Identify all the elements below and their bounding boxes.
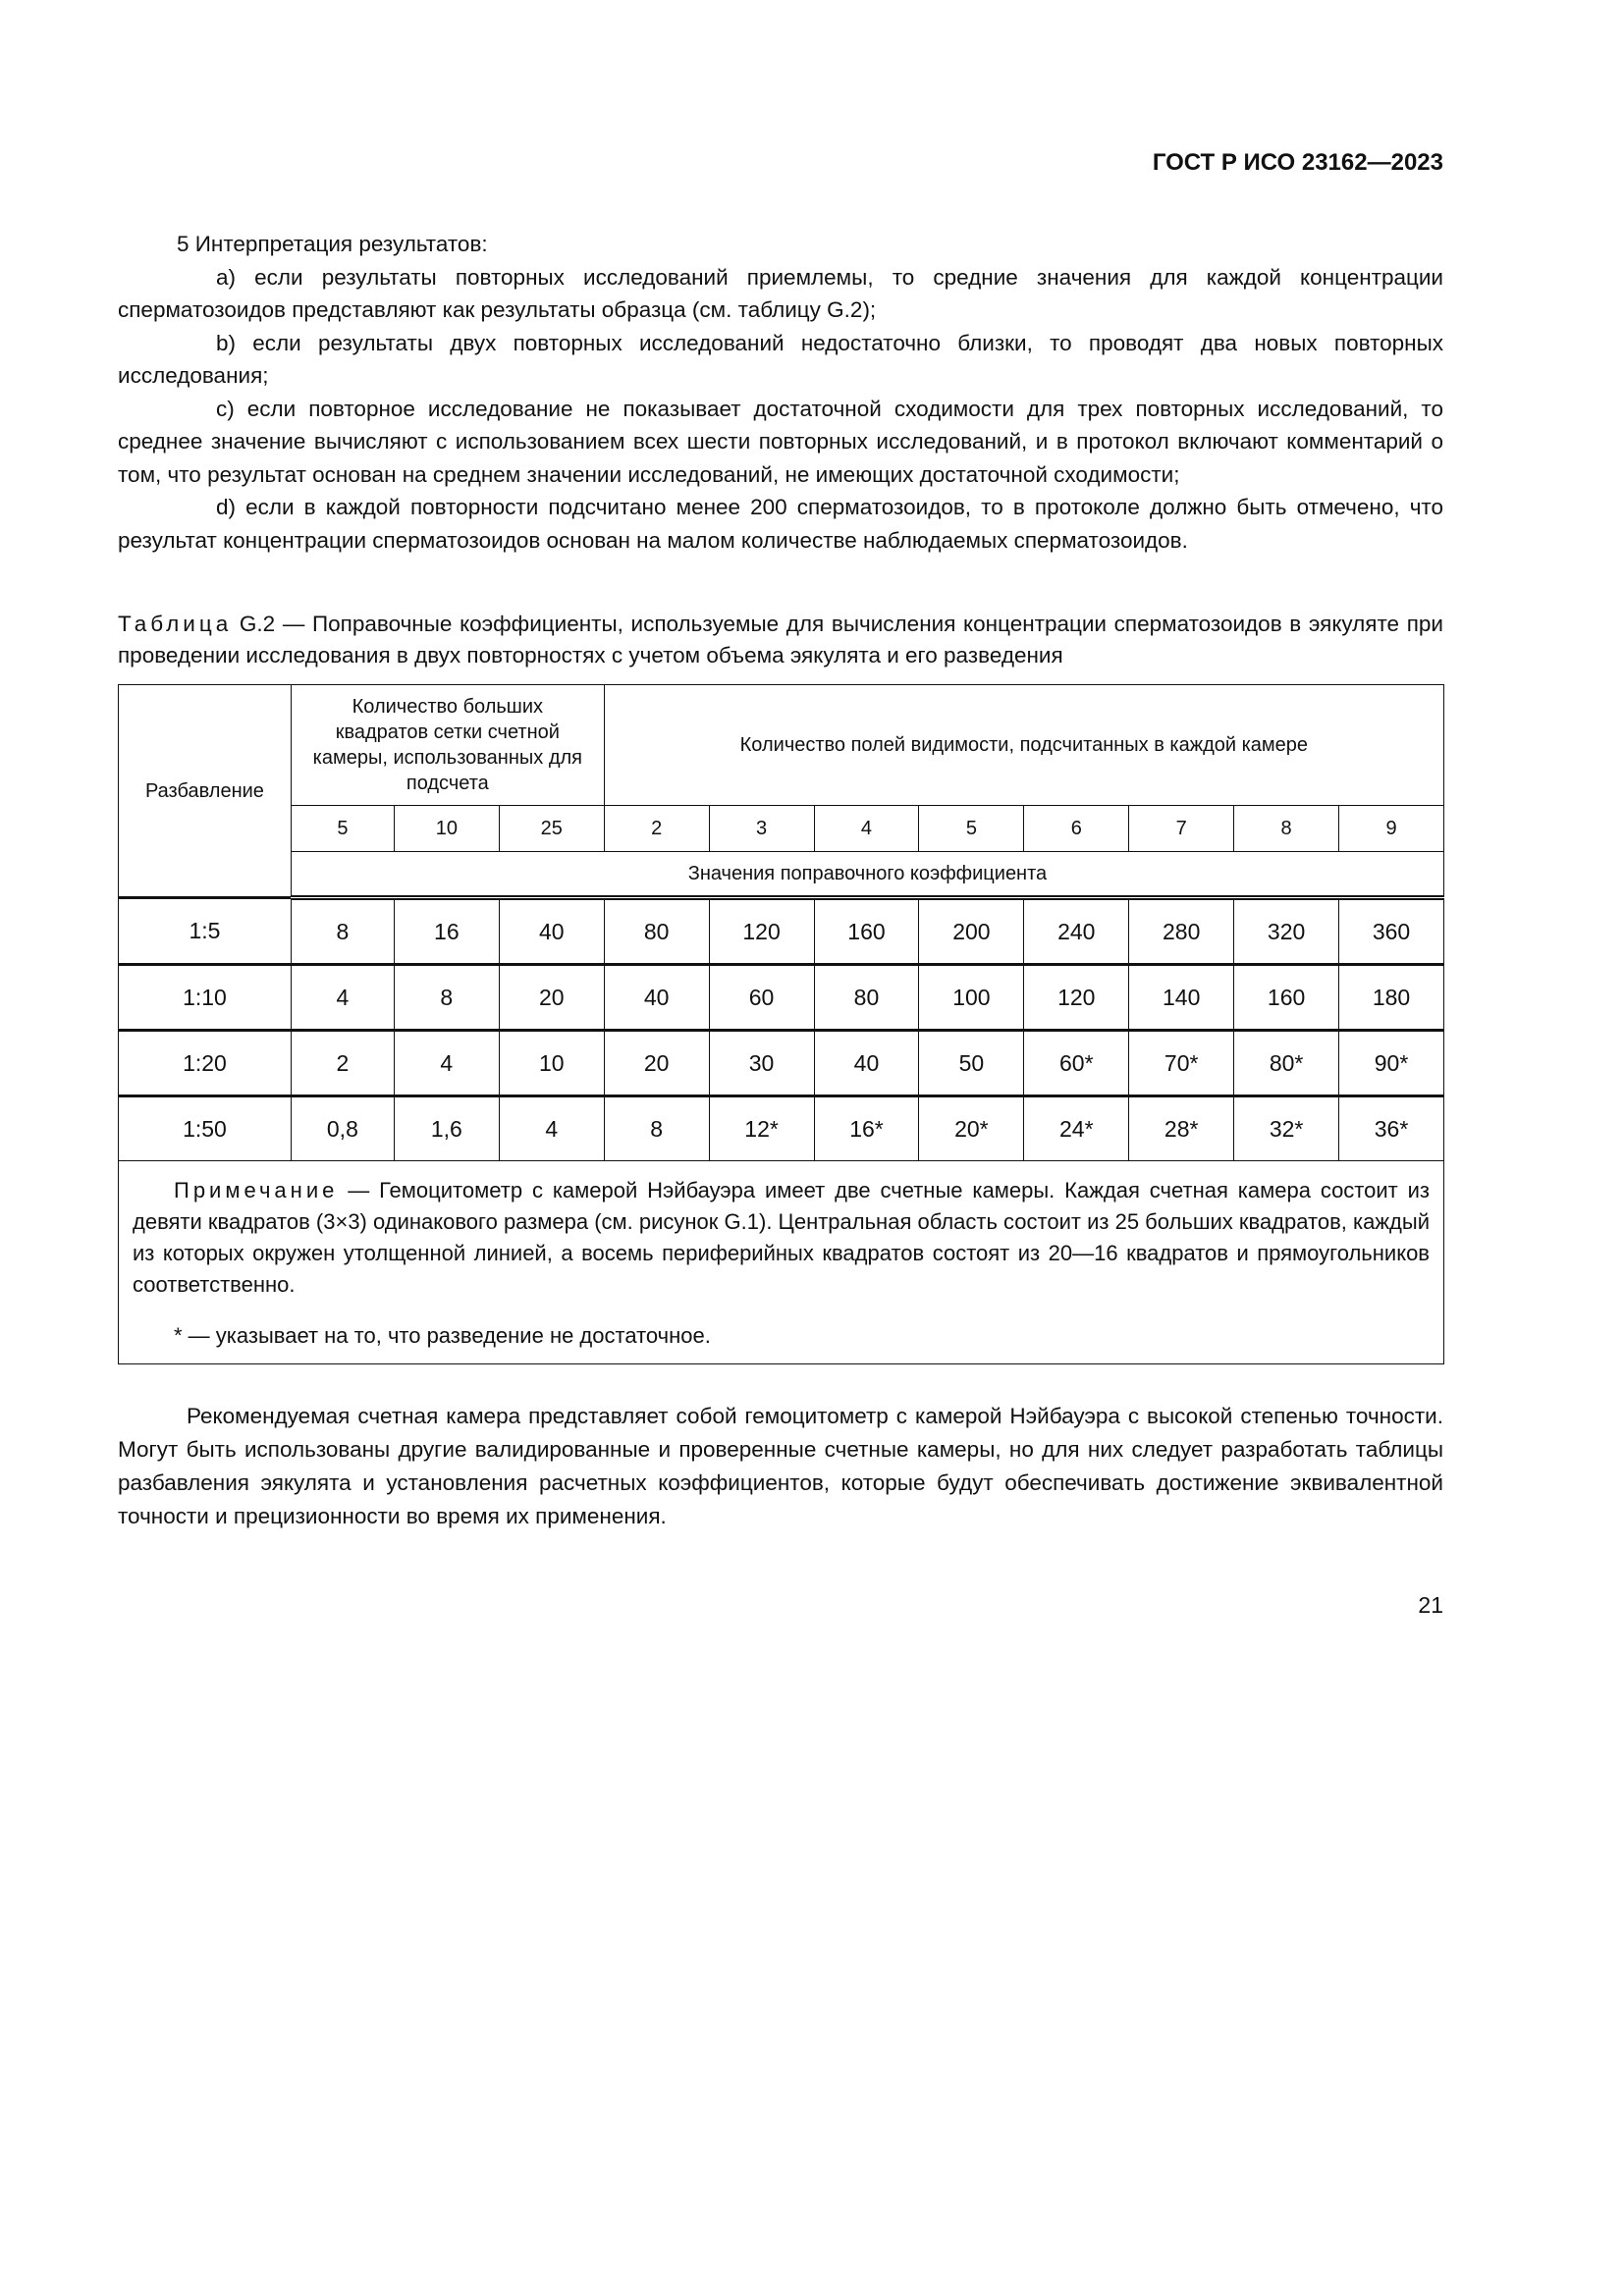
value-cell: 60* <box>1023 1029 1130 1096</box>
subheader-cell: 6 <box>1023 805 1130 852</box>
value-cell: 8 <box>290 896 395 965</box>
value-cell: 20* <box>918 1095 1025 1161</box>
value-cell: 40 <box>603 963 710 1031</box>
value-cell: 140 <box>1128 963 1235 1031</box>
value-cell: 20 <box>498 963 605 1031</box>
subheader-cell: 8 <box>1233 805 1340 852</box>
value-cell: 24* <box>1023 1095 1130 1161</box>
header-fields: Количество полей видимости, подсчитанных… <box>603 684 1445 806</box>
value-cell: 240 <box>1023 896 1130 965</box>
value-cell: 30 <box>708 1029 815 1096</box>
value-cell: 32* <box>1233 1095 1340 1161</box>
subheader-cell: 5 <box>918 805 1025 852</box>
value-cell: 36* <box>1338 1095 1444 1161</box>
value-cell: 160 <box>813 896 920 965</box>
value-cell: 40 <box>498 896 605 965</box>
value-cell: 4 <box>290 963 395 1031</box>
list-item: c) если повторное исследование не показы… <box>118 396 1443 487</box>
value-cell: 100 <box>918 963 1025 1031</box>
value-cell: 2 <box>290 1029 395 1096</box>
value-cell: 120 <box>1023 963 1130 1031</box>
dilution-cell: 1:5 <box>118 896 292 965</box>
table-row: 1:50 0,8 1,6 4 8 12* 16* 20* 24* 28* 32* 36* <box>118 1095 1444 1161</box>
value-cell: 120 <box>708 896 815 965</box>
section-interpretation: 5 Интерпретация результатов: a) если рез… <box>118 228 1443 557</box>
header-squares: Количество больших квадратов сетки счетн… <box>290 684 605 806</box>
value-cell: 8 <box>393 963 500 1031</box>
closing-paragraph: Рекомендуемая счетная камера представляе… <box>118 1400 1443 1533</box>
subheader-cell: 5 <box>290 805 395 852</box>
value-cell: 60 <box>708 963 815 1031</box>
standard-header: ГОСТ Р ИСО 23162—2023 <box>1152 149 1443 176</box>
dilution-cell: 1:50 <box>118 1095 292 1161</box>
subheader-cell: 25 <box>498 805 605 852</box>
value-cell: 280 <box>1128 896 1235 965</box>
value-cell: 16* <box>813 1095 920 1161</box>
table-row: 1:20 2 4 10 20 30 40 50 60* 70* 80* 90* <box>118 1029 1444 1096</box>
value-cell: 80 <box>813 963 920 1031</box>
value-cell: 0,8 <box>290 1095 395 1161</box>
list-item: a) если результаты повторных исследовани… <box>118 264 1443 323</box>
table-caption-text: G.2 — Поправочные коэффициенты, использу… <box>118 612 1443 667</box>
value-cell: 90* <box>1338 1029 1444 1096</box>
value-cell: 1,6 <box>393 1095 500 1161</box>
value-cell: 50 <box>918 1029 1025 1096</box>
subheader-cell: 4 <box>813 805 920 852</box>
value-cell: 16 <box>393 896 500 965</box>
dilution-cell: 1:20 <box>118 1029 292 1096</box>
value-cell: 180 <box>1338 963 1444 1031</box>
table-note: Примечание — Гемоцитометр с камерой Нэйб… <box>118 1160 1444 1364</box>
footnote: * — указывает на то, что разведение не д… <box>174 1323 711 1348</box>
value-cell: 4 <box>498 1095 605 1161</box>
value-cell: 70* <box>1128 1029 1235 1096</box>
value-cell: 10 <box>498 1029 605 1096</box>
value-cell: 200 <box>918 896 1025 965</box>
table-row: 1:10 4 8 20 40 60 80 100 120 140 160 180 <box>118 963 1444 1031</box>
value-cell: 80* <box>1233 1029 1340 1096</box>
value-cell: 4 <box>393 1029 500 1096</box>
note-label: Примечание <box>174 1178 339 1202</box>
value-cell: 80 <box>603 896 710 965</box>
section-heading: 5 Интерпретация результатов: <box>177 232 488 256</box>
subheader-cell: 3 <box>708 805 815 852</box>
list-item: d) если в каждой повторности подсчитано … <box>118 495 1443 553</box>
subheader-cell: 7 <box>1128 805 1235 852</box>
subheader-cell: 10 <box>393 805 500 852</box>
table-caption-label: Таблица <box>118 612 233 636</box>
subheader-cell: 9 <box>1338 805 1444 852</box>
dilution-cell: 1:10 <box>118 963 292 1031</box>
value-cell: 160 <box>1233 963 1340 1031</box>
value-cell: 28* <box>1128 1095 1235 1161</box>
value-cell: 20 <box>603 1029 710 1096</box>
list-item: b) если результаты двух повторных исслед… <box>118 330 1443 389</box>
value-cell: 40 <box>813 1029 920 1096</box>
correction-factor-table: Разбавление Количество больших квадратов… <box>118 684 1445 1364</box>
closing-paragraph-text: Рекомендуемая счетная камера представляе… <box>118 1404 1443 1528</box>
value-cell: 320 <box>1233 896 1340 965</box>
value-cell: 8 <box>603 1095 710 1161</box>
value-cell: 360 <box>1338 896 1444 965</box>
table-caption: Таблица G.2 — Поправочные коэффициенты, … <box>118 609 1443 671</box>
header-values-label: Значения поправочного коэффициента <box>290 851 1445 900</box>
page-number: 21 <box>1418 1592 1443 1618</box>
table-row: 1:5 8 16 40 80 120 160 200 240 280 320 360 <box>118 896 1444 965</box>
value-cell: 12* <box>708 1095 815 1161</box>
note-text: — Гемоцитометр с камерой Нэйбауэра имеет… <box>133 1178 1430 1297</box>
header-dilution: Разбавление <box>118 684 292 898</box>
subheader-cell: 2 <box>603 805 710 852</box>
